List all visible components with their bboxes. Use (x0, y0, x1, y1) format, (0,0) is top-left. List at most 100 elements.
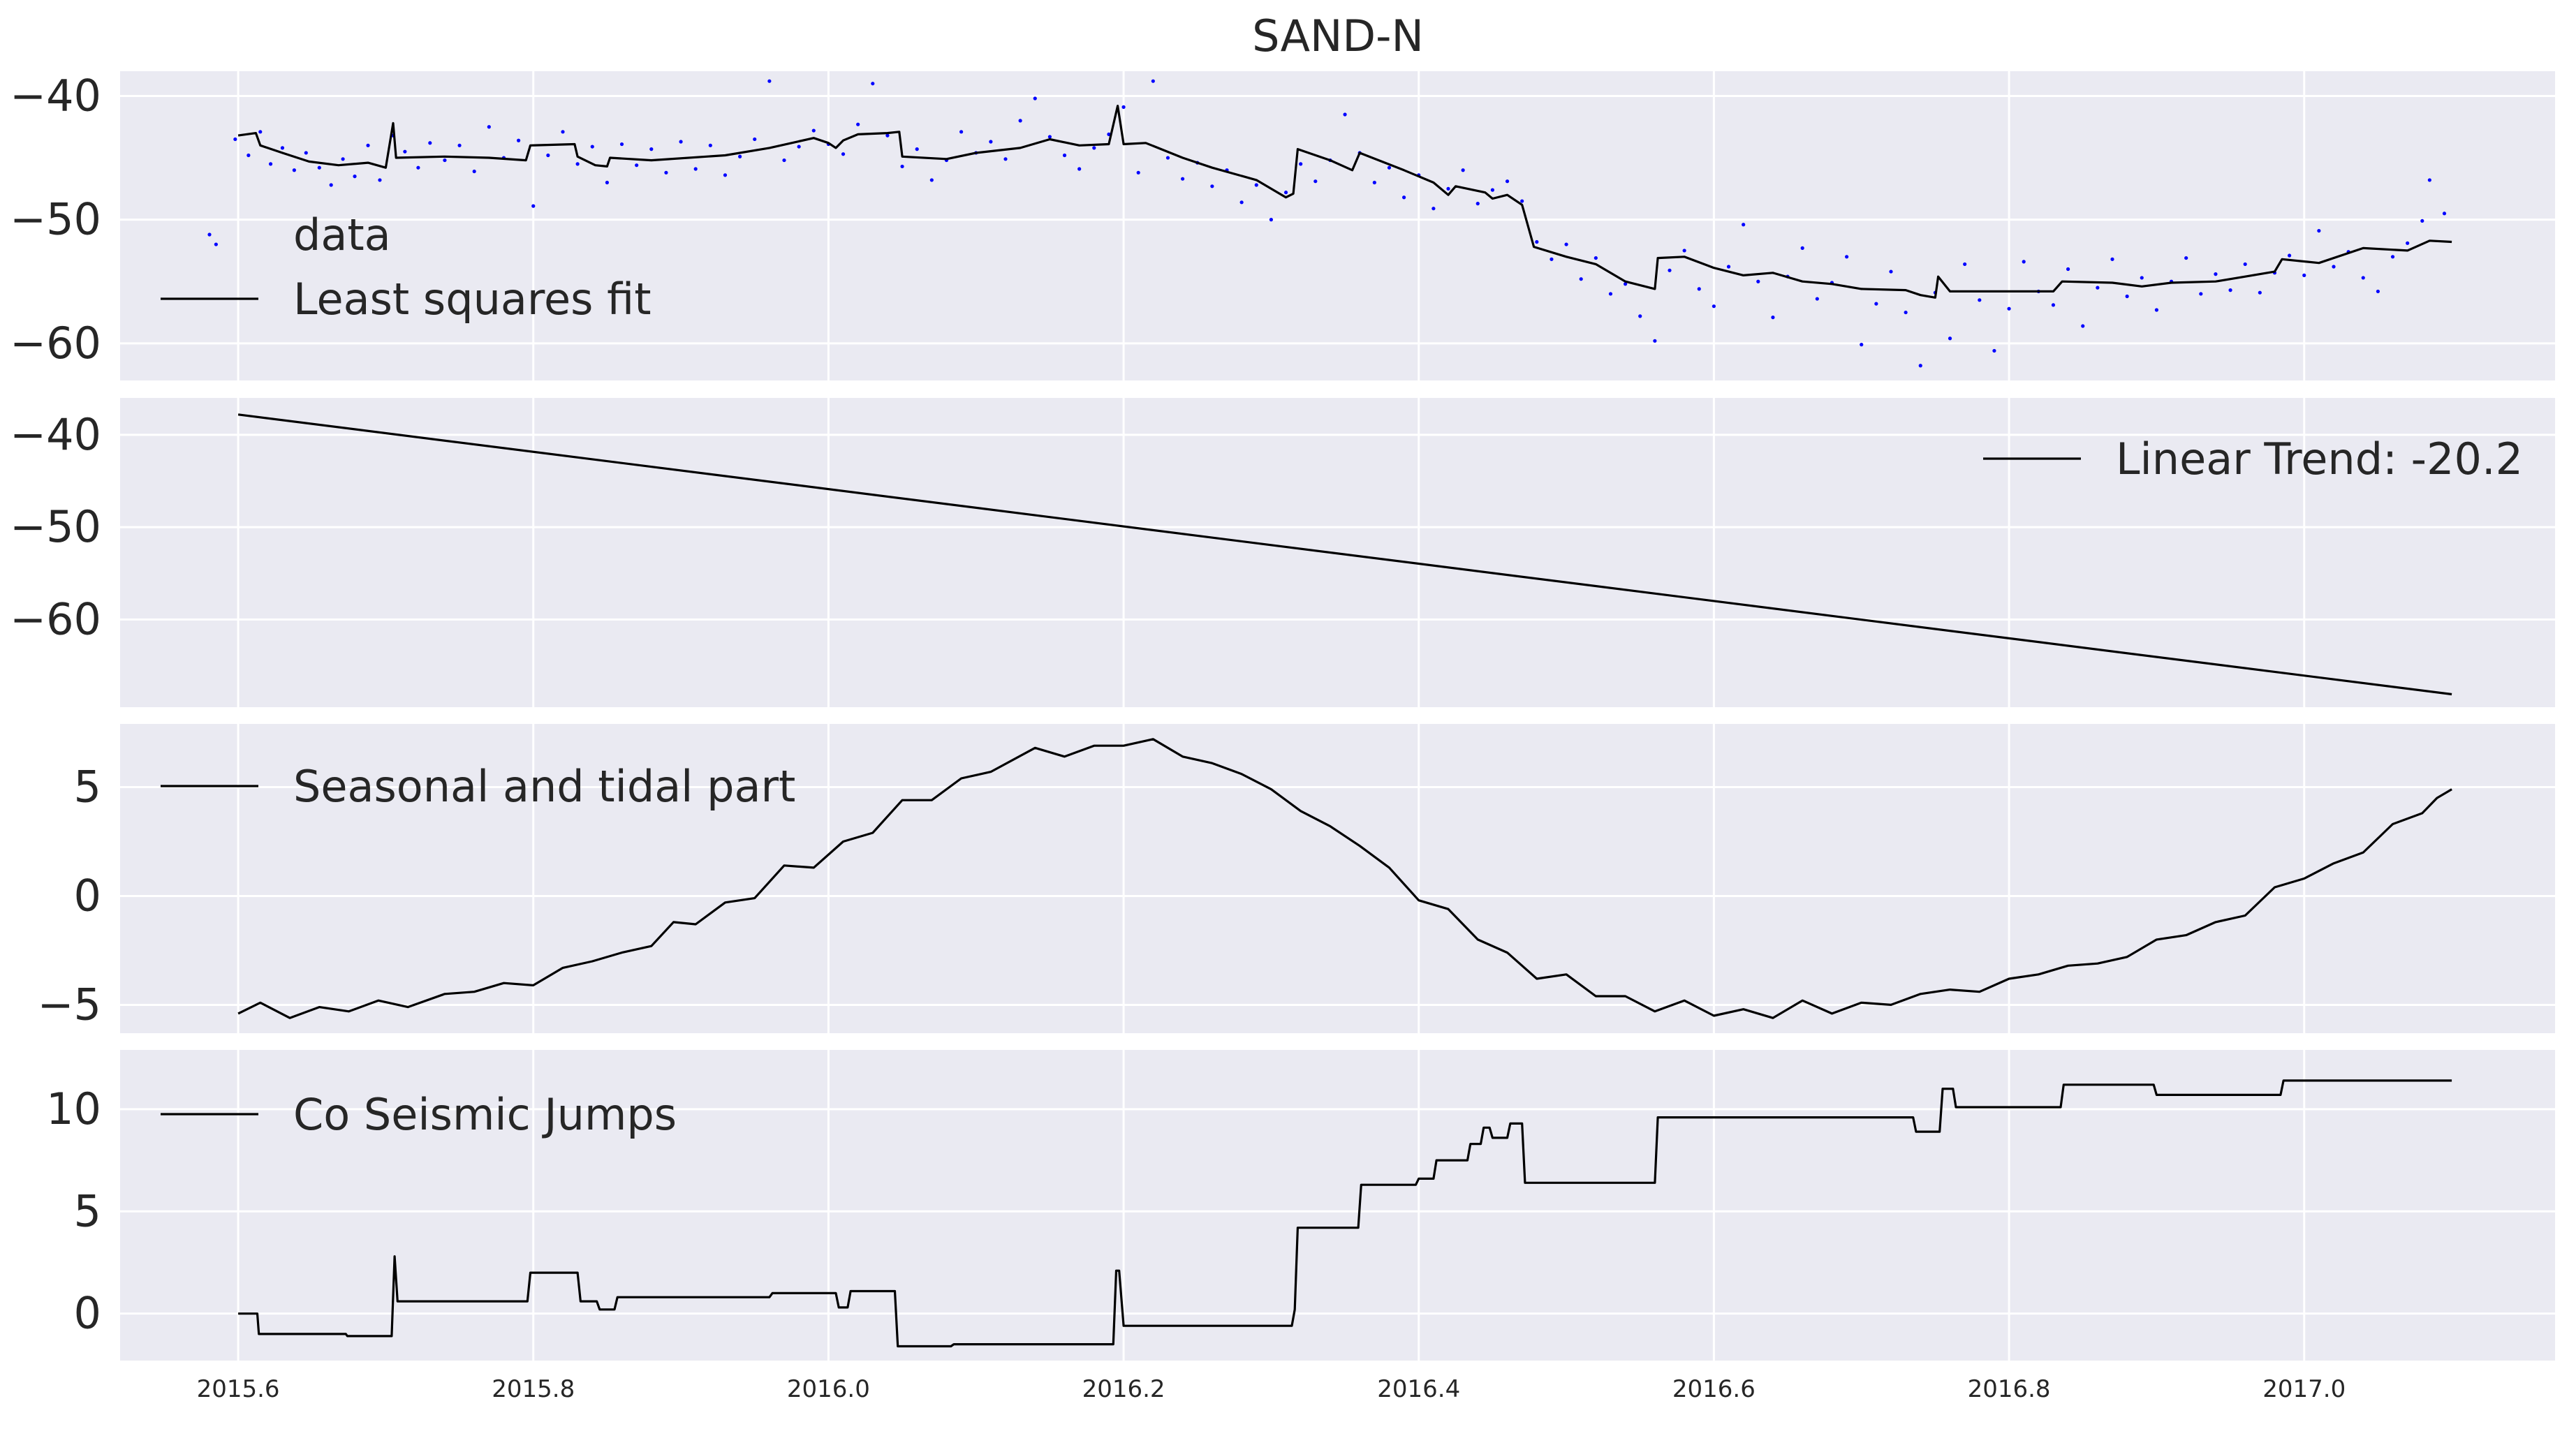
data-point (723, 173, 728, 177)
data-point (2140, 276, 2144, 280)
data-point (635, 163, 639, 168)
legend-point-handle (207, 232, 212, 237)
data-point (590, 145, 594, 149)
data-point (1845, 255, 1849, 259)
data-point (1668, 268, 1672, 272)
data-point (1608, 292, 1613, 296)
legend-label: data (293, 209, 391, 260)
series-line (237, 105, 2452, 299)
data-point (268, 162, 273, 166)
data-point (317, 165, 321, 170)
panel-background (120, 724, 2555, 1033)
data-point (1299, 162, 1303, 166)
data-point (1653, 339, 1657, 343)
data-point (2066, 267, 2070, 272)
data-point (575, 162, 580, 166)
data-point (1918, 364, 1922, 368)
data-point (457, 143, 462, 147)
data-point (1874, 302, 1878, 306)
data-point (1963, 262, 1967, 267)
y-tick-label: 0 (74, 1288, 101, 1339)
data-point (517, 138, 521, 142)
x-tick-label: 2015.8 (492, 1375, 575, 1403)
data-point (782, 158, 786, 163)
data-point (1136, 170, 1140, 175)
x-tick-label: 2016.2 (1082, 1375, 1165, 1403)
data-point (1889, 269, 1893, 274)
x-tick-label: 2016.8 (1968, 1375, 2051, 1403)
data-point (1800, 246, 1804, 250)
data-point (1446, 186, 1450, 191)
data-point (341, 157, 345, 161)
data-point (2184, 256, 2188, 260)
legend-label: Least squares fit (293, 274, 652, 325)
data-point (605, 180, 610, 185)
y-tick-label: 10 (46, 1083, 101, 1134)
data-point (1343, 112, 1347, 117)
data-point (2288, 253, 2292, 258)
data-point (2081, 324, 2085, 328)
panel-background (120, 1050, 2555, 1361)
data-point (649, 147, 654, 151)
data-point (366, 143, 370, 147)
y-tick-label: 0 (74, 870, 101, 921)
data-point (1239, 200, 1244, 205)
data-point (2406, 241, 2410, 245)
data-point (738, 154, 742, 158)
legend-label: Co Seismic Jumps (293, 1089, 677, 1140)
data-point (258, 130, 263, 134)
data-point (531, 204, 536, 208)
data-point (1726, 265, 1731, 269)
series-line (238, 1079, 2452, 1348)
data-point (1682, 249, 1686, 253)
data-point (2390, 255, 2395, 259)
data-point (708, 143, 712, 147)
data-point (1003, 157, 1008, 161)
data-point (1992, 348, 1996, 353)
data-point (1475, 202, 1480, 206)
data-point (428, 141, 432, 145)
x-tick-label: 2017.0 (2262, 1375, 2346, 1403)
data-point (2258, 290, 2262, 295)
x-tick-label: 2016.0 (787, 1375, 870, 1403)
data-point (1579, 277, 1583, 281)
data-point (1638, 314, 1642, 318)
data-point (1431, 207, 1436, 211)
panel-3: 5 0 −5 Seasonal and tidal part (38, 724, 2555, 1033)
data-point (2125, 294, 2129, 299)
data-point (1062, 153, 1067, 158)
x-tick-label: 2016.4 (1377, 1375, 1460, 1403)
data-point (353, 175, 357, 179)
data-point (2420, 219, 2424, 223)
data-point (329, 183, 333, 187)
data-point (619, 142, 624, 147)
data-point (2051, 303, 2056, 307)
panel-background (120, 71, 2555, 380)
data-point (753, 137, 757, 142)
data-point (1372, 180, 1376, 185)
panel-1: −40 −50 −60 data Least squares fit (10, 70, 2555, 380)
data-point (1815, 297, 1819, 301)
data-point (1033, 96, 1037, 101)
data-point (929, 178, 934, 182)
data-point (233, 137, 237, 142)
y-tick-label: 5 (74, 761, 101, 812)
data-point (1283, 191, 1288, 195)
data-point (1254, 183, 1258, 187)
data-point (1594, 256, 1598, 260)
data-point (1092, 146, 1096, 150)
data-point (280, 146, 285, 150)
data-point (2096, 286, 2100, 290)
data-point (2243, 262, 2247, 267)
y-tick-label: −60 (10, 593, 101, 644)
data-point (1756, 279, 1760, 283)
y-tick-label: −40 (10, 409, 101, 460)
data-point (1520, 199, 1524, 203)
data-point (856, 122, 860, 126)
data-point (1535, 239, 1539, 244)
data-point (900, 164, 904, 169)
panel-2: −40 −50 −60 Linear Trend: -20.2 (10, 398, 2555, 707)
data-point (1151, 79, 1155, 83)
data-point (1978, 298, 1982, 302)
